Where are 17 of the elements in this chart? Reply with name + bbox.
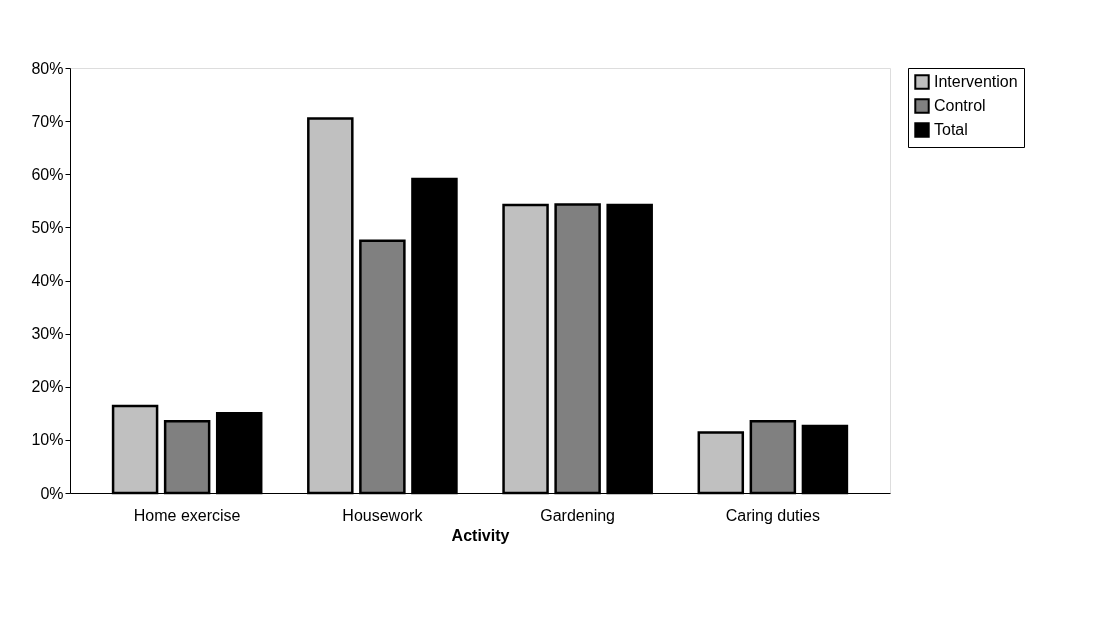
y-tick-label: 80%: [31, 59, 64, 77]
y-tick-label: 70%: [31, 112, 64, 130]
y-tick-label: 40%: [31, 272, 64, 289]
legend-label: Total: [934, 121, 968, 138]
x-tick-label: Housework: [342, 506, 424, 524]
x-tick-label: Gardening: [540, 506, 615, 524]
y-tick-label: 0%: [40, 484, 64, 502]
x-tick-label: Caring duties: [725, 506, 820, 524]
legend-label: Control: [934, 97, 986, 114]
legend-label: Intervention: [934, 73, 1018, 90]
y-tick-label: 10%: [31, 431, 64, 449]
y-tick-label: 50%: [31, 218, 64, 236]
y-tick-label: 30%: [31, 325, 64, 343]
x-axis-title: Activity: [451, 526, 510, 544]
y-tick-label: 60%: [31, 165, 64, 183]
x-tick-label: Home exercise: [133, 506, 241, 524]
y-tick-label: 20%: [31, 378, 64, 396]
